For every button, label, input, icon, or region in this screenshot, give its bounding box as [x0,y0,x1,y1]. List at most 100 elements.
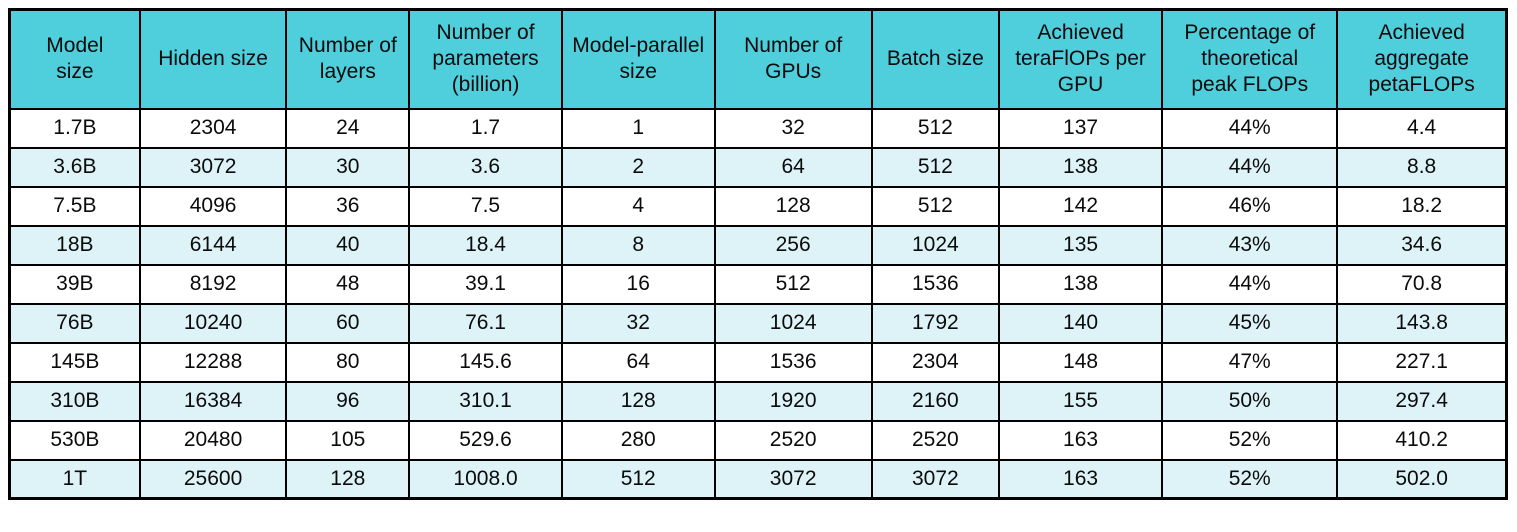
table-cell: 3072 [138,146,288,188]
table-cell: 4 [560,185,716,227]
table-cell: 297.4 [1336,380,1508,422]
table-cell: 25600 [138,458,288,500]
table-cell: 44% [1161,146,1339,188]
table-cell: 18B [8,224,141,266]
table-cell: 60 [285,302,411,344]
table-cell: 12288 [138,341,288,383]
table-row: 3.6B 3072 30 3.6 2 64 512 138 44% 8.8 [8,146,1508,188]
table-cell: 163 [997,419,1164,461]
table-cell: 3072 [713,458,873,500]
table-cell: 2 [560,146,716,188]
table-cell: 2520 [870,419,1000,461]
table-cell: 64 [560,341,716,383]
table-cell: 512 [870,185,1000,227]
table-cell: 32 [560,302,716,344]
col-header-model-size: Model size [8,8,141,110]
table-cell: 310B [8,380,141,422]
table-cell: 1.7B [8,107,141,149]
table-cell: 44% [1161,107,1339,149]
table-cell: 8 [560,224,716,266]
table-cell: 512 [713,263,873,305]
table-cell: 105 [285,419,411,461]
table-cell: 128 [713,185,873,227]
table-cell: 142 [997,185,1164,227]
col-header-model-parallel-size: Model-parallel size [560,8,716,110]
table-cell: 530B [8,419,141,461]
table-cell: 137 [997,107,1164,149]
table-cell: 4096 [138,185,288,227]
table-cell: 512 [560,458,716,500]
table-cell: 2304 [870,341,1000,383]
table-cell: 256 [713,224,873,266]
col-header-achieved-aggregate-petaflops: Achieved aggregate petaFLOPs [1336,8,1508,110]
table-cell: 512 [870,146,1000,188]
table-header: Model size Hidden size Number of layers … [8,8,1508,110]
table-cell: 40 [285,224,411,266]
col-header-achieved-teraflops-per-gpu: Achieved teraFlOPs per GPU [997,8,1164,110]
table-cell: 16 [560,263,716,305]
table-cell: 1024 [713,302,873,344]
table-cell: 96 [285,380,411,422]
table-cell: 7.5 [408,185,563,227]
table-cell: 1536 [713,341,873,383]
table-cell: 20480 [138,419,288,461]
table-cell: 52% [1161,419,1339,461]
table-cell: 8192 [138,263,288,305]
table-cell: 3.6B [8,146,141,188]
table-cell: 45% [1161,302,1339,344]
table-cell: 128 [560,380,716,422]
table-cell: 227.1 [1336,341,1508,383]
table-cell: 148 [997,341,1164,383]
table-cell: 48 [285,263,411,305]
header-row: Model size Hidden size Number of layers … [8,8,1508,110]
col-header-batch-size: Batch size [870,8,1000,110]
table-body: 1.7B 2304 24 1.7 1 32 512 137 44% 4.4 3.6B 3072 30 3.… [8,107,1508,500]
table-cell: 64 [713,146,873,188]
table-cell: 70.8 [1336,263,1508,305]
table-cell: 529.6 [408,419,563,461]
col-header-number-of-layers: Number of layers [285,8,411,110]
table-row: 18B 6144 40 18.4 8 256 1024 135 43% 34.6 [8,224,1508,266]
table-cell: 2160 [870,380,1000,422]
table-cell: 76B [8,302,141,344]
table-cell: 163 [997,458,1164,500]
table-cell: 3.6 [408,146,563,188]
table-cell: 135 [997,224,1164,266]
col-header-number-of-parameters: Number of parameters (billion) [408,8,563,110]
table-cell: 1T [8,458,141,500]
table-cell: 44% [1161,263,1339,305]
table-cell: 39B [8,263,141,305]
table-cell: 30 [285,146,411,188]
table-cell: 145.6 [408,341,563,383]
table-cell: 128 [285,458,411,500]
table-cell: 34.6 [1336,224,1508,266]
table-cell: 502.0 [1336,458,1508,500]
table-cell: 8.8 [1336,146,1508,188]
table-cell: 1536 [870,263,1000,305]
table-cell: 16384 [138,380,288,422]
table-cell: 18.2 [1336,185,1508,227]
table-cell: 3072 [870,458,1000,500]
col-header-hidden-size: Hidden size [138,8,288,110]
table-cell: 4.4 [1336,107,1508,149]
table-cell: 512 [870,107,1000,149]
table-cell: 52% [1161,458,1339,500]
col-header-number-of-gpus: Number of GPUs [713,8,873,110]
table-cell: 10240 [138,302,288,344]
table-cell: 1920 [713,380,873,422]
table-row: 530B 20480 105 529.6 280 2520 2520 163 52% 410.2 [8,419,1508,461]
table-cell: 1008.0 [408,458,563,500]
table-cell: 32 [713,107,873,149]
table-cell: 6144 [138,224,288,266]
table-cell: 80 [285,341,411,383]
table-cell: 46% [1161,185,1339,227]
table-cell: 310.1 [408,380,563,422]
table-row: 76B 10240 60 76.1 32 1024 1792 140 45% 143.8 [8,302,1508,344]
col-header-percentage-theoretical-peak-flops: Percentage of theoretical peak FLOPs [1161,8,1339,110]
table-cell: 140 [997,302,1164,344]
table-cell: 18.4 [408,224,563,266]
table-cell: 76.1 [408,302,563,344]
table-row: 7.5B 4096 36 7.5 4 128 512 142 46% 18.2 [8,185,1508,227]
page: Model size Hidden size Number of layers … [8,8,1508,500]
table-cell: 280 [560,419,716,461]
